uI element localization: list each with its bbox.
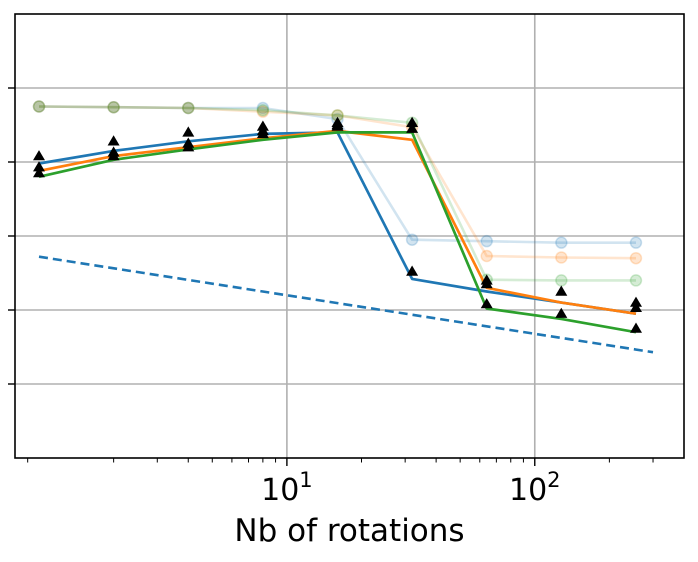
marker-orange-faded-2 bbox=[182, 101, 195, 115]
triangle-marker-5-0 bbox=[406, 116, 419, 127]
triangle-marker-6-1 bbox=[480, 278, 493, 289]
x-tick-label-1: 102 bbox=[509, 468, 561, 508]
triangle-marker-0-1 bbox=[33, 161, 45, 172]
marker-orange-faded-6 bbox=[480, 249, 493, 263]
marker-green-faded-1 bbox=[107, 100, 120, 114]
triangle-marker-8-0 bbox=[630, 296, 642, 307]
marker-layer bbox=[33, 116, 642, 333]
triangle-marker-1-2 bbox=[107, 150, 120, 161]
triangle-marker-6-2 bbox=[480, 298, 493, 309]
triangle-marker-5-2 bbox=[406, 265, 419, 276]
marker-orange-faded-7 bbox=[555, 251, 568, 264]
series-layer bbox=[32, 100, 654, 354]
marker-blue-faded-6 bbox=[480, 234, 493, 248]
marker-green-faded-0 bbox=[32, 100, 46, 113]
triangle-marker-8-2 bbox=[630, 322, 642, 333]
marker-green-faded-7 bbox=[555, 274, 568, 287]
triangle-marker-2-0 bbox=[182, 126, 195, 137]
series-line-reference bbox=[38, 255, 654, 354]
triangle-marker-8-1 bbox=[630, 301, 642, 312]
marker-blue-faded-7 bbox=[555, 236, 568, 249]
marker-orange-faded-1 bbox=[107, 100, 120, 114]
tick-layer bbox=[8, 87, 654, 466]
marker-blue-faded-8 bbox=[629, 236, 643, 249]
series-line-orange-faded bbox=[38, 105, 637, 260]
marker-green-faded-8 bbox=[629, 274, 643, 287]
x-tick-label-0: 101 bbox=[261, 468, 313, 508]
triangle-marker-7-1 bbox=[555, 307, 568, 318]
grid-layer bbox=[15, 14, 684, 458]
marker-blue-faded-0 bbox=[32, 100, 46, 113]
series-line-orange bbox=[38, 129, 637, 316]
triangle-marker-0-2 bbox=[33, 167, 45, 178]
marker-green-faded-2 bbox=[182, 101, 195, 115]
marker-green-faded-3 bbox=[256, 103, 270, 117]
marker-blue-faded-1 bbox=[107, 100, 120, 114]
series-line-green-faded bbox=[38, 105, 636, 282]
triangle-marker-0-0 bbox=[33, 150, 45, 161]
triangle-marker-4-2 bbox=[331, 120, 344, 131]
triangle-marker-1-0 bbox=[107, 135, 120, 146]
x-axis-title: Nb of rotations bbox=[234, 513, 464, 549]
series-line-green bbox=[38, 131, 637, 334]
triangle-marker-3-2 bbox=[256, 127, 269, 139]
marker-blue-faded-2 bbox=[182, 101, 195, 115]
marker-blue-faded-3 bbox=[256, 101, 270, 115]
triangle-marker-2-2 bbox=[182, 141, 195, 152]
marker-orange-faded-3 bbox=[256, 105, 270, 118]
marker-orange-faded-0 bbox=[32, 100, 46, 113]
label-layer: 101 102 bbox=[261, 468, 560, 508]
marker-orange-faded-8 bbox=[629, 251, 643, 265]
triangle-marker-7-0 bbox=[555, 285, 568, 296]
marker-blue-faded-5 bbox=[405, 233, 419, 246]
triangle-marker-5-1 bbox=[406, 122, 419, 133]
